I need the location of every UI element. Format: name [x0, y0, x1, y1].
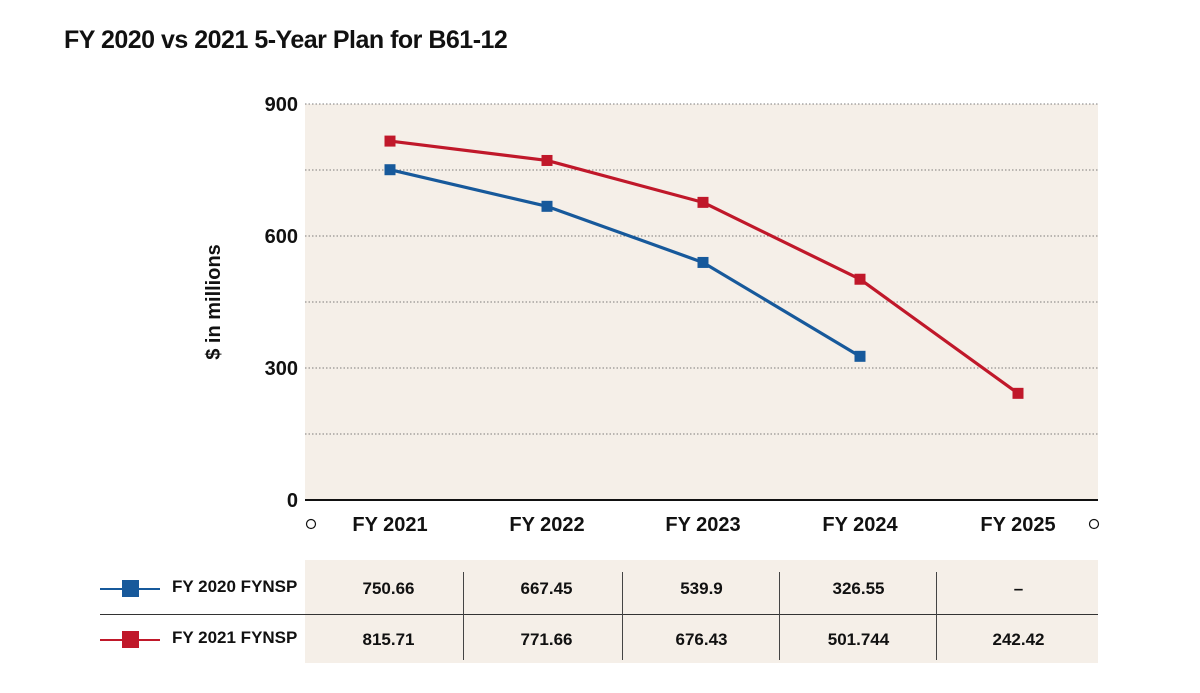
table-divider: [936, 572, 937, 660]
table-cell: 539.9: [680, 579, 723, 598]
axis-end-marker: [305, 518, 317, 530]
data-point: [854, 273, 866, 285]
data-point: [384, 135, 396, 147]
axis-end-marker: [1088, 518, 1100, 530]
chart-title: FY 2020 vs 2021 5-Year Plan for B61-12: [64, 26, 508, 54]
table-cell: 750.66: [362, 579, 415, 598]
y-tick-label: 0: [287, 490, 298, 512]
table-divider: [622, 572, 623, 660]
x-category-label: FY 2023: [665, 514, 740, 536]
table-cell: 242.42: [992, 630, 1045, 649]
table-cell: 667.45: [520, 579, 573, 598]
table-cell: 676.43: [675, 630, 728, 649]
y-axis-label: $ in millions: [203, 244, 225, 360]
table-cell: 501.744: [827, 630, 890, 649]
table-divider: [463, 572, 464, 660]
y-tick-label: 600: [265, 226, 298, 248]
x-category-label: FY 2025: [980, 514, 1055, 536]
y-tick-label: 900: [265, 94, 298, 116]
data-table-background: [305, 560, 1098, 663]
table-cell: 815.71: [362, 630, 415, 649]
data-point: [854, 350, 866, 362]
legend-marker: [122, 631, 139, 648]
x-category-label: FY 2022: [509, 514, 584, 536]
legend-row: FY 2020 FYNSP 750.66 667.45 539.9 326.55 –: [100, 563, 1098, 615]
table-cell: 326.55: [832, 579, 885, 598]
table-divider: [779, 572, 780, 660]
legend-label: FY 2020 FYNSP: [172, 577, 298, 596]
x-category-label: FY 2021: [352, 514, 427, 536]
table-cell: –: [1013, 579, 1024, 598]
data-point: [1012, 387, 1024, 399]
data-point: [541, 154, 553, 166]
series-line: [389, 168, 861, 358]
legend-label: FY 2021 FYNSP: [172, 628, 298, 647]
data-point: [384, 164, 396, 176]
legend-marker: [122, 580, 139, 597]
data-point: [697, 196, 709, 208]
legend-row: FY 2021 FYNSP 815.71 771.66 676.43 501.744 24…: [100, 614, 1098, 665]
data-point: [541, 200, 553, 212]
y-tick-label: 300: [265, 358, 298, 380]
x-category-label: FY 2024: [822, 514, 898, 536]
data-point: [697, 256, 709, 268]
table-cell: 771.66: [520, 630, 573, 649]
